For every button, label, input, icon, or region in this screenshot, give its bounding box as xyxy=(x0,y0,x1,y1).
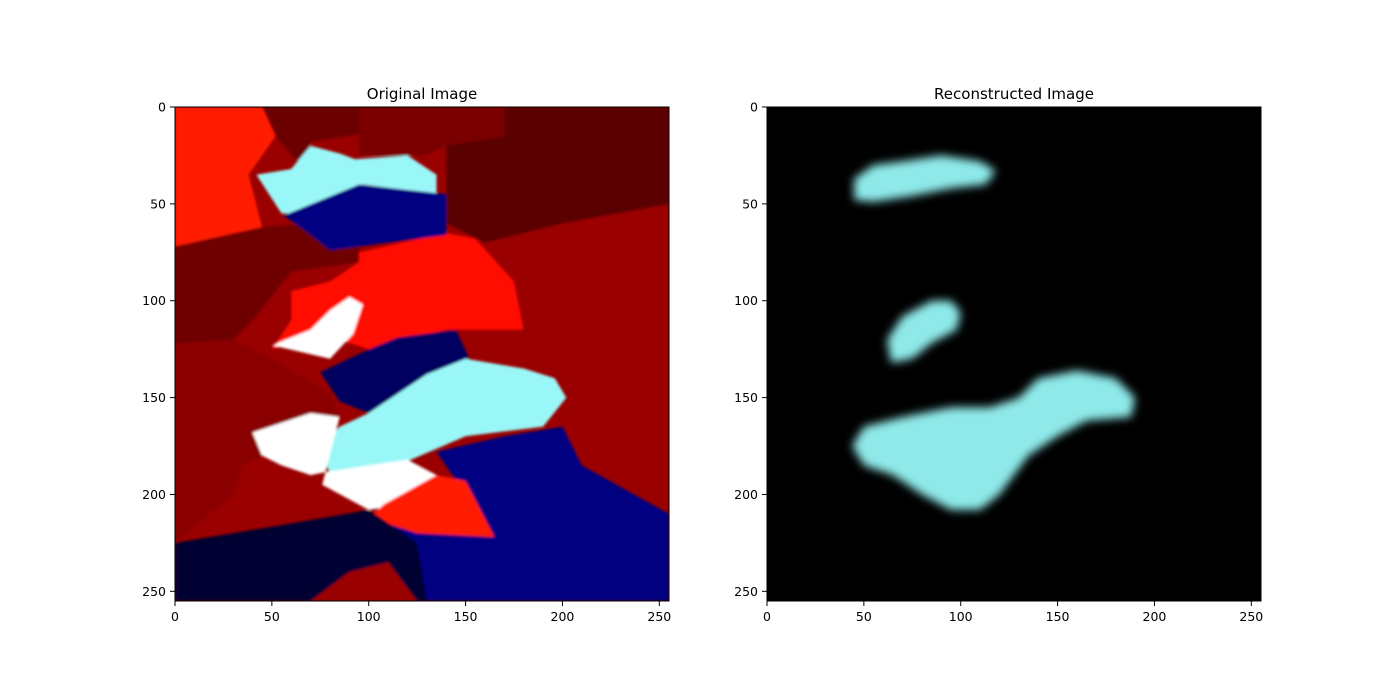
original-image-region-3 xyxy=(262,107,359,166)
original-image-x-tick-label: 250 xyxy=(647,609,671,624)
reconstructed-image-x-tick-label: 250 xyxy=(1239,609,1263,624)
original-image-region-14 xyxy=(368,475,495,538)
reconstructed-image-x-tick-label: 50 xyxy=(856,609,872,624)
original-image-y-axis: 0 50 100 150 200 250 xyxy=(142,100,175,599)
original-image-region-11 xyxy=(320,358,567,476)
reconstructed-image-frame xyxy=(766,106,1262,602)
original-image-region-9 xyxy=(271,296,363,359)
original-image-y-tick-label: 250 xyxy=(142,584,166,599)
original-image-x-tick-label: 200 xyxy=(551,609,575,624)
original-image-region-7 xyxy=(256,145,437,214)
original-image xyxy=(175,107,669,601)
reconstructed-image-background xyxy=(767,107,1261,601)
reconstructed-image-x-tick-label: 150 xyxy=(1046,609,1070,624)
original-image-title: Original Image xyxy=(367,85,477,103)
reconstructed-image-y-tick-label: 150 xyxy=(734,390,758,405)
reconstructed-image-y-tick-label: 250 xyxy=(734,584,758,599)
original-image-x-tick-label: 50 xyxy=(264,609,280,624)
reconstructed-image-title: Reconstructed Image xyxy=(934,85,1094,103)
original-image-y-tick-label: 100 xyxy=(142,293,166,308)
reconstructed-image-region-0 xyxy=(854,155,996,202)
original-image-y-tick-label: 150 xyxy=(142,390,166,405)
original-image-x-tick-label: 100 xyxy=(357,609,381,624)
reconstructed-image-regions xyxy=(852,155,1136,510)
reconstructed-image-y-tick-label: 100 xyxy=(734,293,758,308)
original-image-y-tick-label: 50 xyxy=(150,196,166,211)
reconstructed-image-y-axis: 0 50 100 150 200 250 xyxy=(734,100,767,599)
original-image-y-tick-label: 200 xyxy=(142,487,166,502)
reconstructed-image xyxy=(767,107,1261,601)
original-image-region-5 xyxy=(446,107,669,243)
reconstructed-image-region-2 xyxy=(852,370,1136,510)
original-image-frame xyxy=(174,106,670,602)
reconstructed-image-panel: Reconstructed Image 0 50 100 150 200 250 0 50 1… xyxy=(734,85,1263,624)
original-image-regions xyxy=(175,107,669,601)
original-image-region-10 xyxy=(320,329,470,414)
original-image-region-13 xyxy=(368,426,669,601)
original-image-region-8 xyxy=(283,184,447,251)
original-image-x-axis: 0 50 100 150 200 250 xyxy=(171,601,671,624)
reconstructed-image-y-tick-label: 200 xyxy=(734,487,758,502)
reconstructed-image-x-tick-label: 0 xyxy=(763,609,771,624)
original-image-region-4 xyxy=(359,107,505,156)
original-image-region-16 xyxy=(310,562,418,601)
reconstructed-image-y-tick-label: 0 xyxy=(750,100,758,115)
reconstructed-image-x-tick-label: 200 xyxy=(1143,609,1167,624)
reconstructed-image-y-tick-label: 50 xyxy=(742,196,758,211)
original-image-region-12 xyxy=(252,413,437,510)
original-image-x-tick-label: 0 xyxy=(171,609,179,624)
reconstructed-image-x-axis: 0 50 100 150 200 250 xyxy=(763,601,1263,624)
reconstructed-image-x-tick-label: 100 xyxy=(949,609,973,624)
original-image-y-tick-label: 0 xyxy=(158,100,166,115)
original-image-panel: Original Image 0 50 100 150 200 250 0 50 100 150… xyxy=(142,85,671,624)
original-image-x-tick-label: 150 xyxy=(454,609,478,624)
original-image-region-1 xyxy=(175,223,359,344)
reconstructed-image-region-1 xyxy=(887,300,961,363)
original-image-region-0 xyxy=(175,107,276,247)
